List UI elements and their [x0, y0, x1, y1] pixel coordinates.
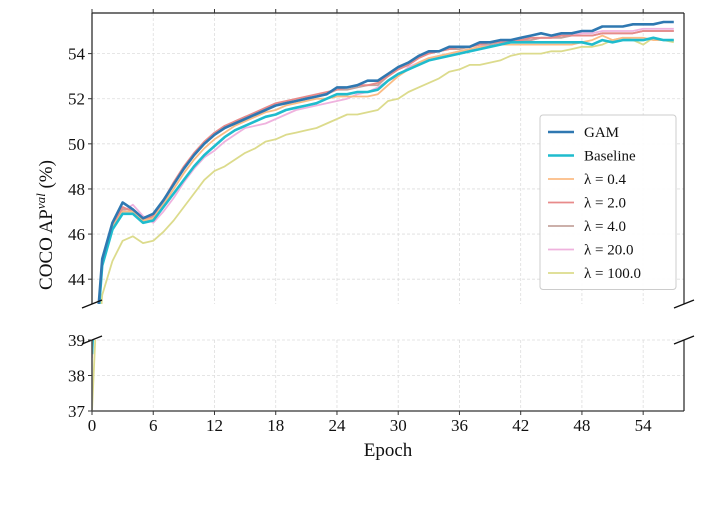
y-tick-label: 38	[68, 367, 85, 386]
x-tick-label: 24	[328, 416, 346, 435]
series-line	[97, 20, 674, 304]
y-tick-label: 39	[68, 331, 85, 350]
x-tick-label: 12	[206, 416, 223, 435]
x-tick-label: 6	[149, 416, 158, 435]
x-tick-label: 18	[267, 416, 284, 435]
legend-label: λ = 4.0	[584, 219, 626, 235]
x-tick-label: 42	[512, 416, 529, 435]
x-tick-label: 30	[390, 416, 407, 435]
series-line	[98, 36, 674, 304]
axis-ticks: 0 6 12 18 24 30 36 42 48 54 44 46 48 50 52 54 37 38 39	[68, 9, 652, 435]
legend-label: Baseline	[584, 149, 636, 165]
series-lines	[92, 20, 674, 411]
x-tick-label: 36	[451, 416, 468, 435]
y-tick-label: 37	[68, 402, 86, 421]
y-tick-label: 46	[68, 225, 85, 244]
axes	[81, 12, 695, 412]
series-line	[100, 36, 674, 304]
legend-label: λ = 20.0	[584, 243, 633, 259]
legend-label: λ = 100.0	[584, 266, 641, 282]
y-tick-label: 48	[68, 180, 85, 199]
legend-label: λ = 2.0	[584, 196, 626, 212]
x-tick-label: 54	[635, 416, 653, 435]
y-tick-label: 52	[68, 90, 85, 109]
y-axis-label: COCO APval (%)	[33, 160, 57, 290]
legend: GAM Baseline λ = 0.4 λ = 2.0 λ = 4.0 λ = 20.0…	[539, 114, 677, 290]
series-line	[98, 30, 674, 304]
x-tick-label: 48	[573, 416, 590, 435]
y-tick-label: 54	[68, 45, 86, 64]
legend-label: λ = 0.4	[584, 172, 626, 188]
y-tick-label: 44	[68, 270, 86, 289]
legend-label: GAM	[584, 125, 619, 141]
x-axis-label: Epoch	[364, 440, 413, 461]
y-tick-label: 50	[68, 135, 85, 154]
x-tick-label: 0	[88, 416, 97, 435]
